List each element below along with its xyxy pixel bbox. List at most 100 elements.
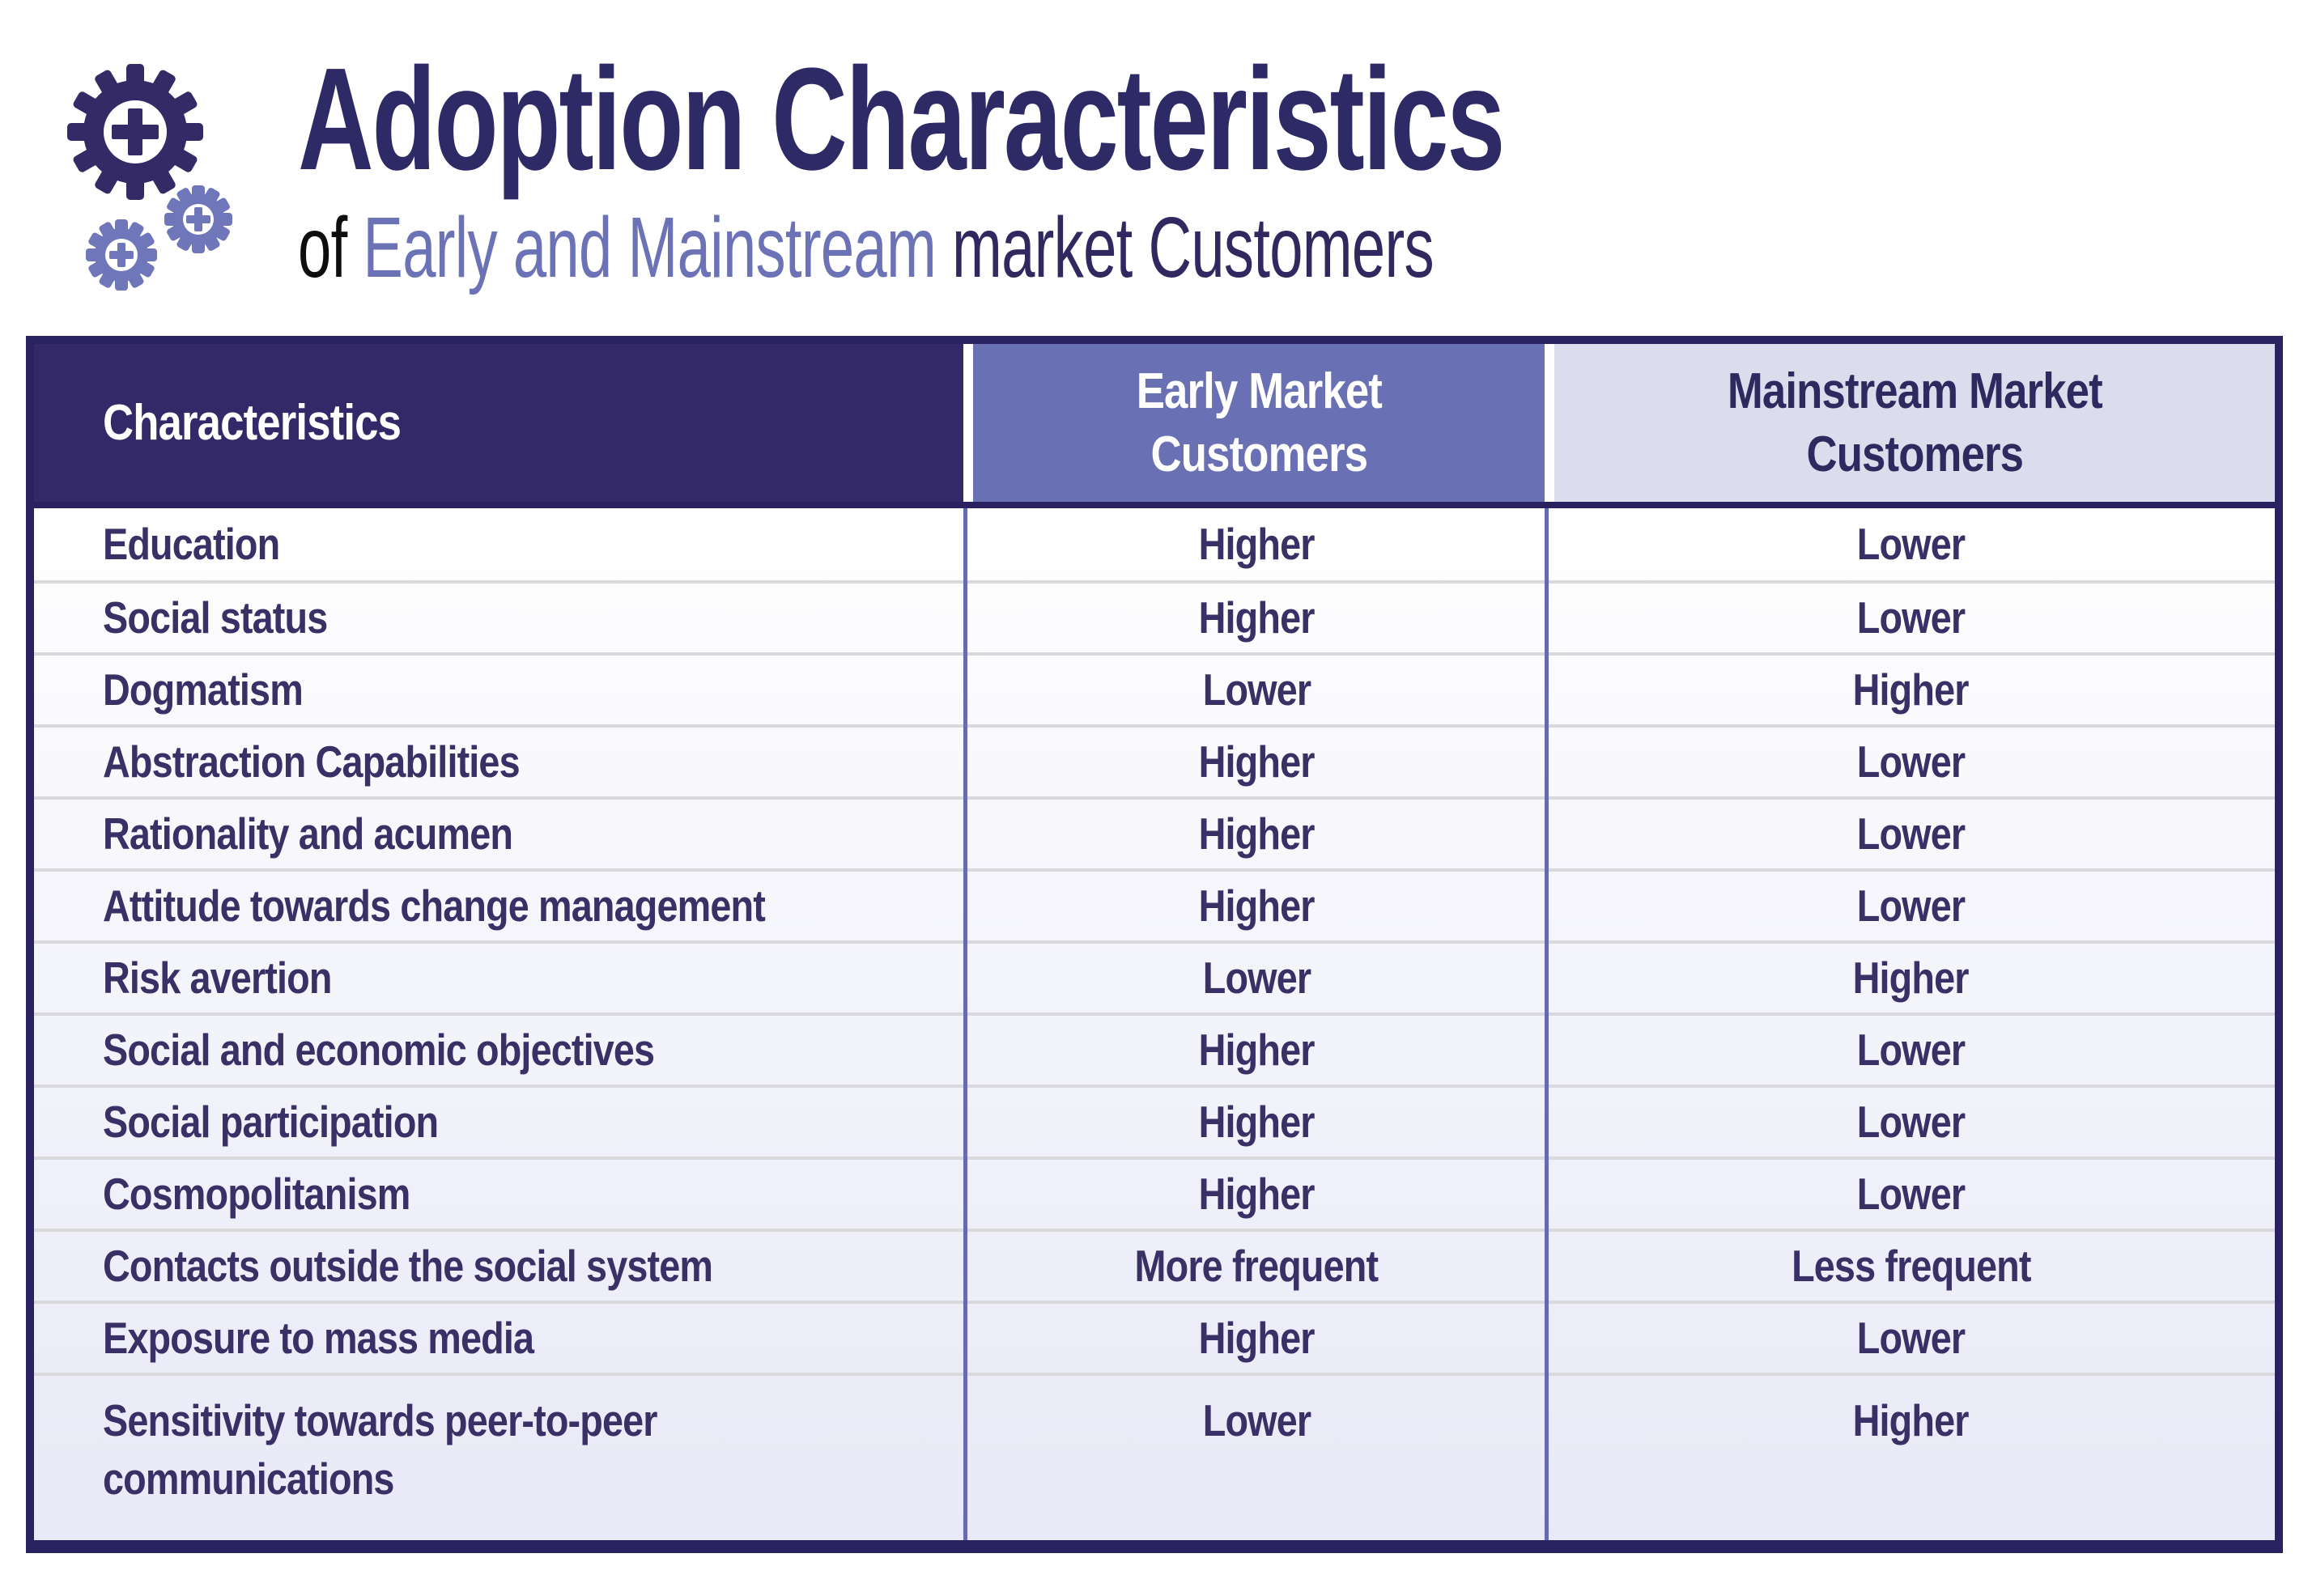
cell-text: Lower	[1856, 1025, 1966, 1076]
cell-text: Lower	[1202, 953, 1311, 1004]
table-row: Risk avertion Lower Higher	[34, 940, 2275, 1012]
cell-text: More frequent	[1134, 1241, 1379, 1292]
page-title: Adoption Characteristics	[298, 38, 1505, 201]
cell-text: Higher	[1198, 1313, 1316, 1364]
column-divider	[1545, 508, 1549, 1540]
column-header-label: Characteristics	[103, 394, 402, 451]
cell-text: Lower	[1856, 1097, 1966, 1148]
mainstream-value-cell: Lower	[1547, 1016, 2275, 1085]
early-value-cell: Lower	[966, 944, 1547, 1012]
early-value-cell: Higher	[966, 872, 1547, 940]
column-header-label: Mainstream Market Customers	[1727, 363, 2103, 482]
table-row: Education Higher Lower	[34, 508, 2275, 580]
early-value-cell: More frequent	[966, 1232, 1547, 1301]
column-header-characteristics: Characteristics	[34, 344, 963, 502]
characteristic-cell: Social and economic objectives	[34, 1016, 966, 1085]
table-row: Social status Higher Lower	[34, 580, 2275, 652]
cell-text: Contacts outside the social system	[103, 1241, 713, 1292]
table-row: Social participation Higher Lower	[34, 1085, 2275, 1157]
early-value-cell: Higher	[966, 800, 1547, 868]
cell-text: Lower	[1856, 519, 1966, 570]
cell-text: Risk avertion	[103, 953, 332, 1004]
gears-icon	[67, 64, 232, 291]
cell-text: Higher	[1198, 592, 1316, 643]
characteristic-cell: Sensitivity towards peer-to-peer communi…	[34, 1376, 966, 1540]
cell-text: Higher	[1853, 1395, 1970, 1445]
characteristic-cell: Social participation	[34, 1088, 966, 1157]
mainstream-value-cell: Higher	[1547, 1376, 2275, 1540]
early-value-cell: Lower	[966, 656, 1547, 724]
cell-text: Higher	[1198, 1169, 1316, 1220]
cell-text: Lower	[1202, 664, 1311, 715]
mainstream-value-cell: Higher	[1547, 656, 2275, 724]
characteristic-cell: Dogmatism	[34, 656, 966, 724]
early-value-cell: Higher	[966, 584, 1547, 652]
mainstream-value-cell: Lower	[1547, 728, 2275, 796]
table-row: Exposure to mass media Higher Lower	[34, 1301, 2275, 1373]
column-header-mainstream-market: Mainstream Market Customers	[1554, 344, 2275, 502]
early-value-cell: Lower	[966, 1376, 1547, 1540]
cell-text: Dogmatism	[103, 664, 304, 715]
table-row: Contacts outside the social system More …	[34, 1229, 2275, 1301]
cell-text: Higher	[1853, 953, 1970, 1004]
cell-text: Higher	[1198, 736, 1316, 787]
early-value-cell: Higher	[966, 1304, 1547, 1373]
cell-text: Lower	[1202, 1395, 1311, 1445]
early-value-cell: Higher	[966, 1160, 1547, 1229]
table-row: Attitude towards change management Highe…	[34, 868, 2275, 940]
cell-text: Lower	[1856, 592, 1966, 643]
mainstream-value-cell: Lower	[1547, 1304, 2275, 1373]
table-row: Rationality and acumen Higher Lower	[34, 796, 2275, 868]
column-divider	[963, 508, 967, 1540]
cell-text: Rationality and acumen	[103, 809, 513, 860]
adoption-characteristics-table: Characteristics Early Market Customers M…	[26, 336, 2283, 1553]
cell-text: Attitude towards change management	[103, 881, 766, 932]
mainstream-value-cell: Lower	[1547, 1088, 2275, 1157]
table-row: Social and economic objectives Higher Lo…	[34, 1012, 2275, 1085]
cell-text: Education	[103, 519, 280, 570]
cell-text: Lower	[1856, 736, 1966, 787]
cell-text: Social and economic objectives	[103, 1025, 655, 1076]
page-subtitle: of Early and Mainstream market Customers	[298, 200, 1435, 295]
cell-text: Higher	[1198, 809, 1316, 860]
subtitle-prefix: of	[298, 200, 363, 295]
table-row: Dogmatism Lower Higher	[34, 652, 2275, 724]
cell-text: Abstraction Capabilities	[103, 736, 521, 787]
cell-text: Higher	[1198, 881, 1316, 932]
subtitle-highlight: Early and Mainstream	[363, 200, 937, 295]
cell-text: Higher	[1853, 664, 1970, 715]
early-value-cell: Higher	[966, 728, 1547, 796]
cell-text: Lower	[1856, 1313, 1966, 1364]
characteristic-cell: Social status	[34, 584, 966, 652]
cell-text: Social participation	[103, 1097, 439, 1148]
characteristic-cell: Attitude towards change management	[34, 872, 966, 940]
mainstream-value-cell: Lower	[1547, 508, 2275, 580]
cell-text: Higher	[1198, 519, 1316, 570]
cell-text: Cosmopolitanism	[103, 1169, 410, 1220]
cell-text: Sensitivity towards peer-to-peer communi…	[103, 1395, 657, 1505]
cell-text: Exposure to mass media	[103, 1313, 534, 1364]
characteristic-cell: Risk avertion	[34, 944, 966, 1012]
mainstream-value-cell: Lower	[1547, 584, 2275, 652]
table-body: Education Higher Lower Social status Hig…	[34, 508, 2275, 1540]
cell-text: Less frequent	[1791, 1241, 2031, 1292]
cell-text: Lower	[1856, 881, 1966, 932]
mainstream-value-cell: Less frequent	[1547, 1232, 2275, 1301]
characteristic-cell: Cosmopolitanism	[34, 1160, 966, 1229]
characteristic-cell: Contacts outside the social system	[34, 1232, 966, 1301]
early-value-cell: Higher	[966, 508, 1547, 580]
characteristic-cell: Rationality and acumen	[34, 800, 966, 868]
column-header-early-market: Early Market Customers	[973, 344, 1545, 502]
cell-text: Social status	[103, 592, 328, 643]
cell-text: Higher	[1198, 1025, 1316, 1076]
subtitle-suffix: market Customers	[936, 200, 1435, 295]
early-value-cell: Higher	[966, 1088, 1547, 1157]
mainstream-value-cell: Lower	[1547, 872, 2275, 940]
table-row: Cosmopolitanism Higher Lower	[34, 1157, 2275, 1229]
cell-text: Higher	[1198, 1097, 1316, 1148]
mainstream-value-cell: Lower	[1547, 1160, 2275, 1229]
characteristic-cell: Exposure to mass media	[34, 1304, 966, 1373]
cell-text: Lower	[1856, 1169, 1966, 1220]
mainstream-value-cell: Higher	[1547, 944, 2275, 1012]
